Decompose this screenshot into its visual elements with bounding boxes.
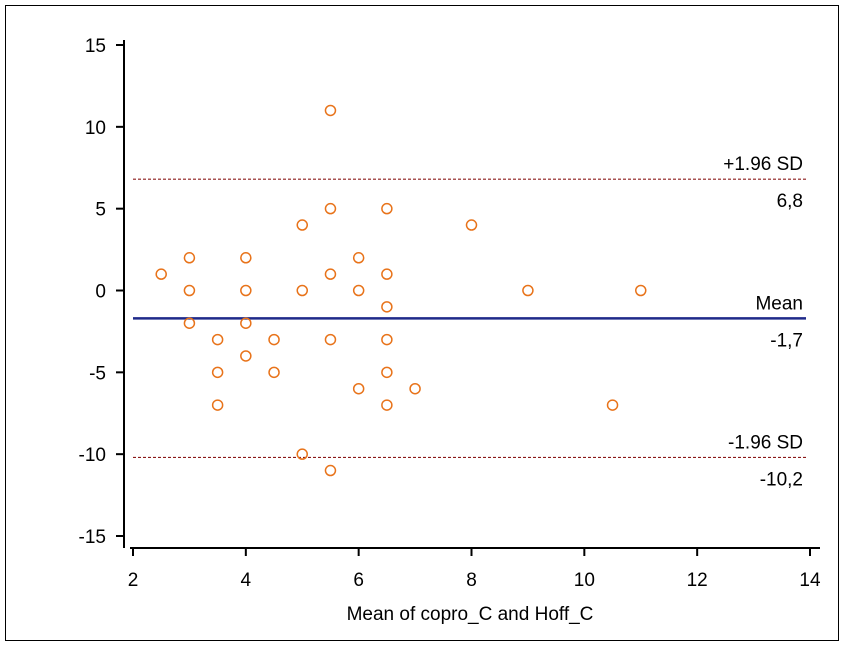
data-point bbox=[324, 333, 337, 346]
data-point bbox=[465, 219, 478, 231]
data-point bbox=[381, 301, 393, 313]
data-point bbox=[155, 268, 167, 280]
reference-line-value: -1,7 bbox=[770, 330, 803, 351]
data-point bbox=[381, 268, 393, 280]
data-point bbox=[240, 350, 252, 362]
data-point bbox=[352, 252, 365, 264]
data-point bbox=[381, 333, 393, 346]
x-tick-label: 2 bbox=[128, 570, 139, 591]
data-point bbox=[211, 366, 224, 379]
data-point bbox=[183, 317, 196, 329]
x-tick-label: 10 bbox=[574, 570, 595, 591]
x-ticks: 2 4 6 8 10 12 14 bbox=[128, 548, 821, 591]
y-tick-label: -5 bbox=[89, 363, 106, 384]
data-point bbox=[268, 366, 280, 379]
data-point bbox=[183, 252, 196, 264]
data-point bbox=[240, 284, 252, 297]
data-point bbox=[324, 464, 337, 477]
data-point bbox=[240, 252, 252, 264]
data-point bbox=[183, 284, 196, 297]
x-tick-label: 8 bbox=[466, 570, 477, 591]
y-tick-label: 10 bbox=[85, 118, 106, 139]
data-point bbox=[522, 284, 534, 297]
data-point bbox=[381, 202, 393, 215]
data-point bbox=[296, 284, 308, 297]
data-points bbox=[155, 104, 647, 477]
data-point bbox=[296, 219, 308, 231]
reference-line-value: -10,2 bbox=[760, 469, 803, 490]
data-point bbox=[381, 366, 393, 379]
y-tick-label: 0 bbox=[95, 282, 106, 303]
data-point bbox=[240, 317, 252, 329]
x-tick-label: 4 bbox=[241, 570, 252, 591]
data-point bbox=[381, 399, 393, 411]
reference-lines: +1.96 SD 6,8 Mean -1,7 -1.96 SD -10,2 bbox=[133, 154, 806, 490]
y-tick-label: 5 bbox=[95, 200, 106, 221]
data-point bbox=[211, 399, 224, 411]
reference-line-name: -1.96 SD bbox=[728, 432, 803, 453]
y-tick-label: -15 bbox=[79, 527, 106, 548]
data-point bbox=[324, 268, 337, 280]
data-point bbox=[211, 333, 224, 346]
x-tick-label: 6 bbox=[353, 570, 364, 591]
data-point bbox=[606, 399, 619, 411]
data-point bbox=[635, 284, 647, 297]
data-point bbox=[324, 202, 337, 215]
data-point bbox=[352, 284, 365, 297]
y-tick-label: 15 bbox=[85, 36, 106, 57]
x-tick-label: 12 bbox=[687, 570, 708, 591]
reference-line-name: Mean bbox=[755, 293, 803, 314]
data-point bbox=[352, 382, 365, 395]
axes bbox=[123, 40, 820, 549]
y-ticks: 15 10 5 0 -5 -10 -15 bbox=[79, 36, 124, 548]
data-point bbox=[268, 333, 280, 346]
reference-line-name: +1.96 SD bbox=[723, 154, 803, 175]
data-point bbox=[296, 448, 308, 460]
reference-line-value: 6,8 bbox=[777, 191, 803, 212]
data-point bbox=[409, 382, 421, 395]
x-tick-label: 14 bbox=[799, 570, 821, 591]
x-axis-title: Mean of copro_C and Hoff_C bbox=[347, 604, 594, 625]
y-tick-label: -10 bbox=[79, 445, 106, 466]
data-point bbox=[324, 104, 337, 117]
chart-frame bbox=[5, 5, 839, 641]
